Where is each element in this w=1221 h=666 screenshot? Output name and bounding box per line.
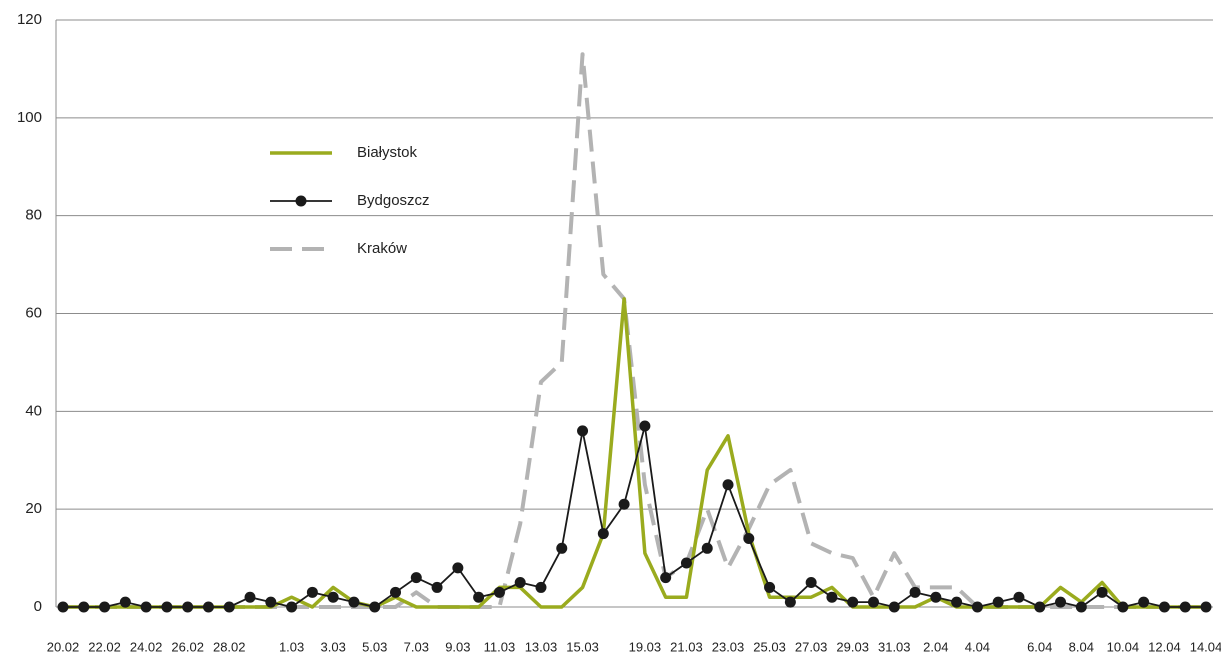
point <box>202 601 214 613</box>
point <box>743 533 755 545</box>
point <box>452 562 464 574</box>
x-tick-label: 22.02 <box>88 639 121 654</box>
point <box>514 577 526 589</box>
x-tick-label: 24.02 <box>130 639 163 654</box>
x-tick-label: 29.03 <box>836 639 869 654</box>
y-tick-label: 100 <box>17 109 42 126</box>
point <box>369 601 381 613</box>
point <box>1179 601 1191 613</box>
point <box>971 601 983 613</box>
x-tick-label: 10.04 <box>1107 639 1140 654</box>
point <box>306 586 318 598</box>
point <box>577 425 589 437</box>
x-tick-label: 19.03 <box>629 639 662 654</box>
point <box>161 601 173 613</box>
point <box>473 591 485 603</box>
x-tick-label: 8.04 <box>1069 639 1094 654</box>
point <box>286 601 298 613</box>
point <box>597 528 609 540</box>
point <box>660 572 672 584</box>
y-tick-label: 60 <box>25 304 42 321</box>
x-tick-label: 26.02 <box>171 639 204 654</box>
point <box>1200 601 1212 613</box>
point <box>1013 591 1025 603</box>
point <box>390 586 402 598</box>
point <box>78 601 90 613</box>
point <box>493 586 505 598</box>
series-line <box>63 297 1206 609</box>
x-tick-label: 15.03 <box>566 639 599 654</box>
legend-label: Bydgoszcz <box>357 192 430 209</box>
point <box>119 596 131 608</box>
x-tick-label: 6.04 <box>1027 639 1052 654</box>
point <box>805 577 817 589</box>
x-tick-label: 9.03 <box>445 639 470 654</box>
point <box>1158 601 1170 613</box>
point <box>639 420 651 432</box>
point <box>57 601 69 613</box>
x-tick-label: 4.04 <box>965 639 990 654</box>
point <box>327 591 339 603</box>
point <box>680 557 692 569</box>
point <box>1096 586 1108 598</box>
x-tick-label: 25.03 <box>753 639 786 654</box>
point <box>140 601 152 613</box>
point <box>867 596 879 608</box>
point <box>99 601 111 613</box>
point <box>1034 601 1046 613</box>
point <box>431 581 443 593</box>
point <box>784 596 796 608</box>
y-tick-label: 0 <box>34 598 42 615</box>
x-tick-label: 12.04 <box>1148 639 1181 654</box>
point <box>722 479 734 491</box>
x-tick-label: 31.03 <box>878 639 911 654</box>
x-tick-label: 28.02 <box>213 639 246 654</box>
x-tick-label: 1.03 <box>279 639 304 654</box>
point <box>1075 601 1087 613</box>
x-tick-label: 23.03 <box>712 639 745 654</box>
point <box>951 596 963 608</box>
point <box>535 581 547 593</box>
point <box>1138 596 1150 608</box>
y-tick-label: 120 <box>17 11 42 28</box>
x-tick-label: 7.03 <box>404 639 429 654</box>
point <box>888 601 900 613</box>
y-tick-label: 40 <box>25 402 42 419</box>
series-line <box>63 425 1206 608</box>
point <box>701 542 713 554</box>
x-tick-label: 2.04 <box>923 639 948 654</box>
point <box>826 591 838 603</box>
x-tick-label: 3.03 <box>321 639 346 654</box>
point <box>556 542 568 554</box>
point <box>182 601 194 613</box>
x-tick-label: 14.04 <box>1190 639 1221 654</box>
x-tick-label: 20.02 <box>47 639 80 654</box>
point <box>847 596 859 608</box>
y-tick-label: 80 <box>25 207 42 224</box>
x-tick-label: 13.03 <box>525 639 558 654</box>
point <box>223 601 235 613</box>
point <box>1117 601 1129 613</box>
x-tick-label: 21.03 <box>670 639 703 654</box>
point <box>992 596 1004 608</box>
x-tick-label: 5.03 <box>362 639 387 654</box>
y-tick-label: 20 <box>25 500 42 517</box>
point <box>618 498 630 510</box>
legend-marker <box>295 195 307 207</box>
x-tick-label: 11.03 <box>484 639 516 654</box>
point <box>348 596 360 608</box>
point <box>265 596 277 608</box>
point <box>244 591 256 603</box>
legend-label: Białystok <box>357 144 418 161</box>
legend-label: Kraków <box>357 240 407 257</box>
point <box>764 581 776 593</box>
point <box>1055 596 1067 608</box>
point <box>410 572 422 584</box>
point <box>930 591 942 603</box>
series-line <box>63 52 1206 609</box>
x-tick-label: 27.03 <box>795 639 828 654</box>
point <box>909 586 921 598</box>
